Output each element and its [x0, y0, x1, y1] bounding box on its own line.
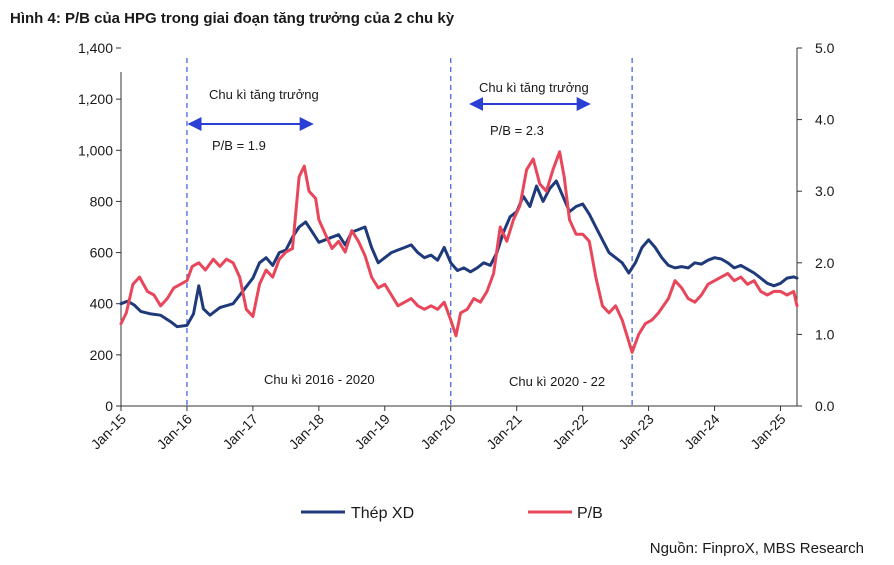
y-right-tick-label: 3.0	[815, 183, 835, 199]
y-right-tick-label: 0.0	[815, 398, 835, 414]
x-tick-label: Jan-16	[153, 411, 195, 453]
x-tick-label: Jan-20	[417, 411, 459, 453]
x-tick-label: Jan-25	[747, 411, 789, 453]
series-lines	[119, 150, 799, 354]
x-tick-label: Jan-18	[285, 411, 327, 453]
y-left-tick-label: 0	[105, 398, 113, 414]
y-left-tick-label: 200	[90, 347, 114, 363]
annotation-cycle2-label: Chu kì 2020 - 22	[509, 374, 605, 389]
y-right-tick-label: 2.0	[815, 255, 835, 271]
y-axis-right: 0.0 1.0 2.0 3.0 4.0 5.0	[796, 40, 835, 414]
x-tick-label: Jan-17	[219, 411, 261, 453]
x-tick-label: Jan-15	[88, 411, 130, 453]
y-axis-left: 0 200 400 600 800 1,000 1,200 1,400	[78, 40, 122, 414]
series-line-pb	[119, 150, 799, 354]
y-left-tick-label: 400	[90, 296, 114, 312]
x-tick-label: Jan-23	[615, 411, 657, 453]
legend-label-pb: P/B	[577, 505, 603, 522]
x-axis: Jan-15 Jan-16 Jan-17 Jan-18 Jan-19 Jan-20 Jan-…	[88, 405, 797, 453]
series-line-thep-xd	[119, 179, 799, 329]
x-tick-label: Jan-22	[549, 411, 591, 453]
annotation-cycle1-growth: Chu kì tăng trưởng	[209, 87, 319, 102]
cycle-markers	[186, 58, 633, 406]
y-left-tick-label: 1,200	[78, 91, 113, 107]
y-right-tick-label: 4.0	[815, 112, 835, 128]
annotation-cycle2-pb: P/B = 2.3	[490, 123, 544, 138]
y-right-tick-label: 1.0	[815, 326, 835, 342]
figure-title: Hình 4: P/B của HPG trong giai đoạn tăng…	[10, 10, 455, 27]
y-right-tick-label: 5.0	[815, 40, 835, 56]
y-left-tick-label: 1,400	[78, 40, 113, 56]
annotation-cycle1-pb: P/B = 1.9	[212, 138, 266, 153]
annotation-cycle1-label: Chu kì 2016 - 2020	[264, 372, 375, 387]
x-tick-label: Jan-19	[351, 411, 393, 453]
annotation-cycle2-growth: Chu kì tăng trưởng	[479, 80, 589, 95]
x-tick-label: Jan-21	[483, 411, 525, 453]
y-left-tick-label: 800	[90, 193, 114, 209]
annotations: Chu kì tăng trưởng P/B = 1.9 Chu kì tăng…	[187, 80, 605, 389]
legend-label-thep-xd: Thép XD	[351, 505, 414, 522]
legend: Thép XD P/B	[301, 505, 603, 522]
y-left-tick-label: 600	[90, 245, 114, 261]
y-left-tick-label: 1,000	[78, 142, 113, 158]
x-tick-label: Jan-24	[681, 411, 723, 453]
source-note: Nguồn: FinproX, MBS Research	[649, 540, 864, 557]
